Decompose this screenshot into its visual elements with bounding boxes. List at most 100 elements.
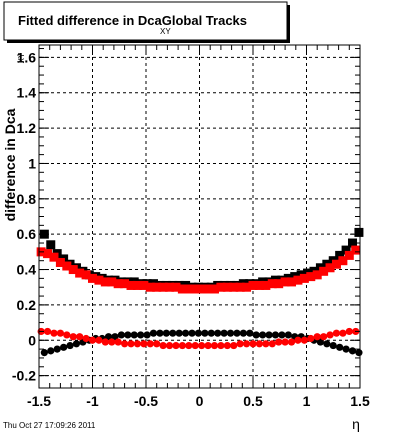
data-point-square xyxy=(120,279,130,289)
data-point-circle xyxy=(82,334,90,343)
data-point-circle xyxy=(56,329,64,337)
data-point-circle xyxy=(262,340,270,348)
data-point-square xyxy=(229,282,239,292)
data-point-circle xyxy=(332,329,341,337)
data-point-circle xyxy=(72,340,81,348)
data-point-square xyxy=(261,280,271,290)
data-point-circle xyxy=(252,331,260,339)
data-point-square xyxy=(46,240,56,250)
data-point-circle xyxy=(239,329,247,337)
data-point-circle xyxy=(95,336,103,344)
data-point-square xyxy=(184,284,194,294)
data-point-circle xyxy=(320,333,328,341)
data-point-circle xyxy=(191,341,199,350)
x-tick-label: -1.5 xyxy=(27,393,51,409)
data-point-square xyxy=(190,284,200,294)
chart-title-subscript: XY xyxy=(160,27,171,36)
x-tick-label: 0 xyxy=(196,393,204,409)
data-point-circle xyxy=(153,340,161,348)
data-point-circle xyxy=(326,331,334,339)
data-point-circle xyxy=(223,341,231,350)
data-point-circle xyxy=(47,347,55,355)
data-point-square xyxy=(287,277,297,287)
data-point-circle xyxy=(307,334,315,343)
data-point-circle xyxy=(159,341,167,350)
data-point-circle xyxy=(185,341,193,350)
y-tick-label: 1.6 xyxy=(17,49,37,65)
data-point-circle xyxy=(188,329,196,337)
data-point-square xyxy=(197,284,207,294)
data-point-circle xyxy=(69,333,77,341)
svg-text:Fitted difference in DcaGlobal: Fitted difference in DcaGlobal Tracks xyxy=(18,13,247,28)
data-point-square xyxy=(100,277,110,287)
data-point-circle xyxy=(271,331,280,339)
y-tick-label: 0 xyxy=(28,332,36,348)
data-point-circle xyxy=(355,349,363,357)
data-point-circle xyxy=(323,340,331,348)
chart-title-suffix: Global Tracks xyxy=(162,13,247,28)
data-point-circle xyxy=(114,338,122,346)
data-point-circle xyxy=(342,345,350,353)
data-point-circle xyxy=(140,340,148,348)
data-point-square xyxy=(132,280,142,290)
data-point-square xyxy=(81,270,91,280)
data-point-square xyxy=(293,275,303,285)
data-point-square xyxy=(177,284,187,294)
data-point-circle xyxy=(294,336,302,344)
data-point-circle xyxy=(60,343,68,351)
data-point-square xyxy=(344,250,354,260)
data-point-square xyxy=(306,272,316,282)
data-point-circle xyxy=(178,341,186,350)
data-point-square xyxy=(88,273,97,283)
data-point-circle xyxy=(339,329,347,337)
data-point-circle xyxy=(348,347,357,355)
data-point-circle xyxy=(162,329,170,337)
data-point-square xyxy=(152,282,162,292)
series-1 xyxy=(36,245,361,294)
data-point-square xyxy=(165,282,175,292)
data-point-circle xyxy=(329,341,337,350)
data-point-circle xyxy=(278,331,286,339)
data-point-circle xyxy=(265,331,273,339)
data-point-circle xyxy=(316,338,325,346)
data-point-square xyxy=(113,279,123,289)
data-point-square xyxy=(325,263,335,273)
y-axis-label-subscript: XY xyxy=(17,52,26,63)
data-point-circle xyxy=(146,340,154,348)
data-point-circle xyxy=(226,329,235,337)
data-point-square xyxy=(299,273,309,283)
x-tick-label: -1 xyxy=(86,393,99,409)
data-point-square xyxy=(319,266,329,276)
y-tick-label: 1.2 xyxy=(17,120,37,136)
data-point-square xyxy=(62,261,72,271)
data-point-square xyxy=(267,279,277,289)
data-point-square xyxy=(341,245,351,255)
data-point-square xyxy=(139,280,149,290)
data-point-circle xyxy=(345,327,353,336)
data-point-square xyxy=(171,282,181,292)
data-point-circle xyxy=(108,338,116,346)
data-point-circle xyxy=(242,340,251,348)
data-point-circle xyxy=(204,341,212,350)
data-point-circle xyxy=(214,329,222,337)
data-point-square xyxy=(94,275,104,285)
data-point-circle xyxy=(50,329,58,337)
data-point-circle xyxy=(268,340,276,348)
data-point-square xyxy=(126,280,136,290)
data-point-circle xyxy=(233,329,241,337)
timestamp: Thu Oct 27 17:09:26 2011 xyxy=(3,421,96,430)
data-point-square xyxy=(348,238,358,248)
data-point-circle xyxy=(181,329,190,337)
series-2 xyxy=(40,329,363,357)
x-axis-label: η xyxy=(352,416,360,432)
data-point-circle xyxy=(127,340,135,348)
data-point-circle xyxy=(300,336,308,344)
data-point-square xyxy=(158,282,168,292)
data-point-circle xyxy=(201,329,209,337)
y-tick-label: 0.2 xyxy=(17,297,37,313)
data-point-circle xyxy=(210,341,219,350)
y-tick-label: 0.4 xyxy=(17,262,37,278)
data-point-square xyxy=(335,250,345,260)
y-tick-label: 0.8 xyxy=(17,191,37,207)
